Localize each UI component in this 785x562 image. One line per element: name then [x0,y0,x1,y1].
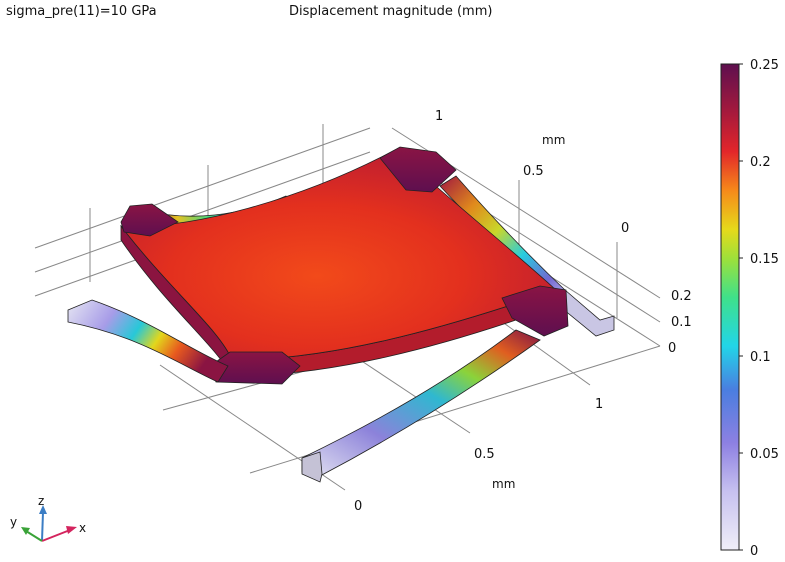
colorbar-gradient [720,63,740,551]
pad-back-left [120,203,179,237]
tick-z-0.1: 0.1 [671,315,692,330]
pad-front [209,351,301,385]
beam-front-right [301,329,541,477]
pad-back [379,146,457,193]
tick-y-1: 1 [435,109,443,124]
tick-x-0.5: 0.5 [474,447,495,462]
tick-y-0: 0 [621,221,629,236]
colorbar-tick-0.2: 0.2 [750,155,771,170]
tick-z-0.2: 0.2 [671,289,692,304]
axis-x-unit: mm [492,477,515,491]
beam-front-right-end [301,451,323,483]
colorbar-tick-0.15: 0.15 [750,252,779,267]
pad-right [501,285,569,337]
axis-y-unit: mm [542,133,565,147]
colorbar-tick-0: 0 [750,544,758,559]
tick-y-0.5: 0.5 [523,164,544,179]
triad-x-label: x [79,521,86,535]
beam-front-left [67,299,229,383]
parameter-label: sigma_pre(11)=10 GPa [6,4,157,19]
triad-y-label: y [10,515,17,529]
axis-triad: z x y [10,494,86,542]
triad-z-label: z [38,494,44,508]
colorbar-tick-0.25: 0.25 [750,58,779,73]
tick-z-0: 0 [668,341,676,356]
plot-area[interactable]: 1 mm 0.5 0 0.2 0.1 0 m 1 0.5 mm 0 z x y [0,0,700,562]
colorbar: 0 0.05 0.1 0.15 0.2 0.25 [720,58,779,559]
colorbar-tick-0.1: 0.1 [750,350,771,365]
plot-title: Displacement magnitude (mm) [289,4,493,19]
colorbar-ticks [739,63,743,551]
tick-x-0: 0 [354,499,362,514]
tick-x-1: 1 [595,397,603,412]
colorbar-tick-0.05: 0.05 [750,447,779,462]
